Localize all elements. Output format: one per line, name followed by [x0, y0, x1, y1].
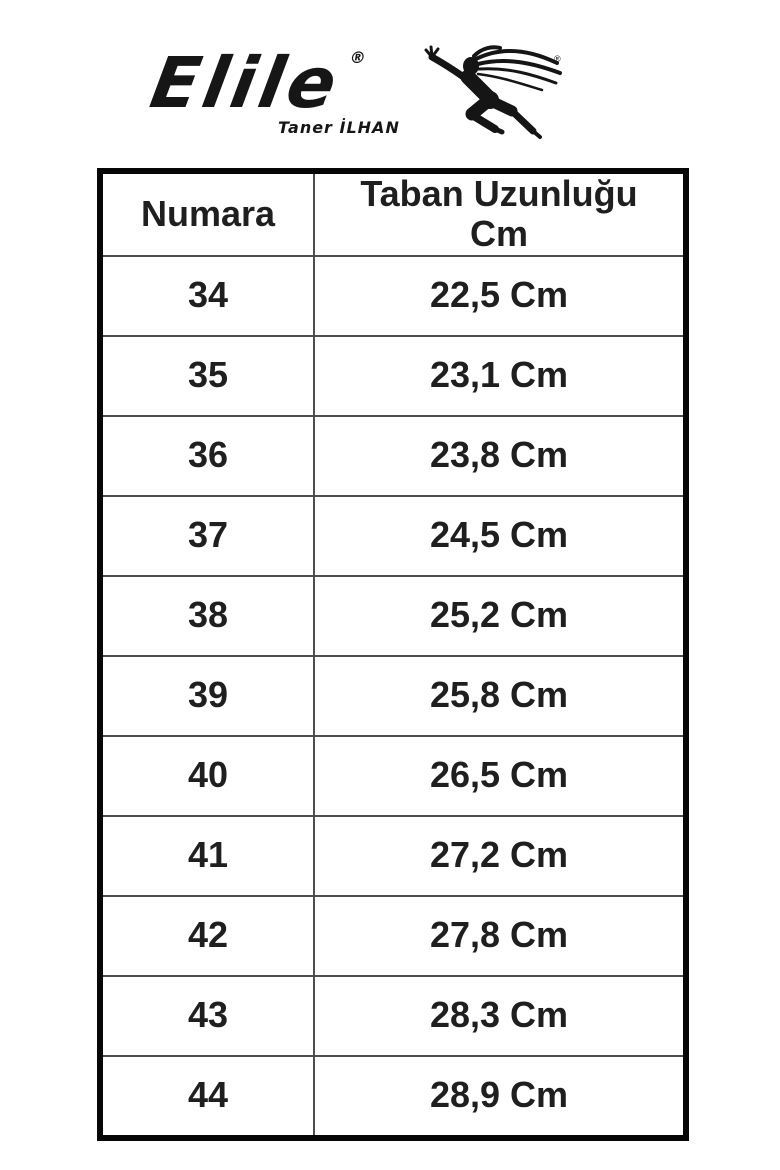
- table-row: 38 25,2 Cm: [99, 574, 687, 657]
- brand-logo: Elile® Taner İLHAN: [0, 0, 780, 160]
- length-cell: 27,2 Cm: [313, 814, 687, 897]
- header-line-1: Taban Uzunluğu: [360, 173, 638, 214]
- flying-woman-icon: ®: [416, 32, 566, 157]
- registered-trademark-icon: ®: [348, 48, 368, 67]
- size-cell: 42: [99, 894, 315, 977]
- brand-wordmark: Elile®: [145, 42, 368, 124]
- table-row: 41 27,2 Cm: [99, 814, 687, 897]
- size-cell: 44: [99, 1054, 315, 1139]
- column-header-taban-uzunlugu: Taban Uzunluğu Cm: [313, 170, 687, 257]
- table-row: 37 24,5 Cm: [99, 494, 687, 577]
- flying-woman-svg: ®: [424, 45, 562, 139]
- brand-name: Elile: [144, 42, 347, 124]
- brand-subtitle: Taner İLHAN: [278, 118, 400, 137]
- length-cell: 26,5 Cm: [313, 734, 687, 817]
- table-header-row: Numara Taban Uzunluğu Cm: [99, 170, 687, 257]
- table-row: 40 26,5 Cm: [99, 734, 687, 817]
- table-row: 39 25,8 Cm: [99, 654, 687, 737]
- column-header-numara: Numara: [99, 170, 315, 257]
- length-cell: 23,8 Cm: [313, 414, 687, 497]
- header-line-2: Cm: [469, 213, 528, 255]
- length-cell: 27,8 Cm: [313, 894, 687, 977]
- figure-registered-trademark-icon: ®: [554, 54, 561, 64]
- size-table: Numara Taban Uzunluğu Cm 34 22,5 Cm 35 2…: [97, 168, 689, 1141]
- size-cell: 43: [99, 974, 315, 1057]
- length-cell: 28,3 Cm: [313, 974, 687, 1057]
- length-cell: 28,9 Cm: [313, 1054, 687, 1139]
- length-cell: 22,5 Cm: [313, 254, 687, 337]
- size-cell: 36: [99, 414, 315, 497]
- size-cell: 41: [99, 814, 315, 897]
- size-cell: 35: [99, 334, 315, 417]
- size-cell: 40: [99, 734, 315, 817]
- length-cell: 25,8 Cm: [313, 654, 687, 737]
- size-cell: 34: [99, 254, 315, 337]
- size-cell: 39: [99, 654, 315, 737]
- length-cell: 23,1 Cm: [313, 334, 687, 417]
- table-row: 43 28,3 Cm: [99, 974, 687, 1057]
- size-cell: 37: [99, 494, 315, 577]
- size-cell: 38: [99, 574, 315, 657]
- table-row: 42 27,8 Cm: [99, 894, 687, 977]
- length-cell: 24,5 Cm: [313, 494, 687, 577]
- table-row: 36 23,8 Cm: [99, 414, 687, 497]
- length-cell: 25,2 Cm: [313, 574, 687, 657]
- table-row: 44 28,9 Cm: [99, 1054, 687, 1139]
- table-row: 35 23,1 Cm: [99, 334, 687, 417]
- table-row: 34 22,5 Cm: [99, 254, 687, 337]
